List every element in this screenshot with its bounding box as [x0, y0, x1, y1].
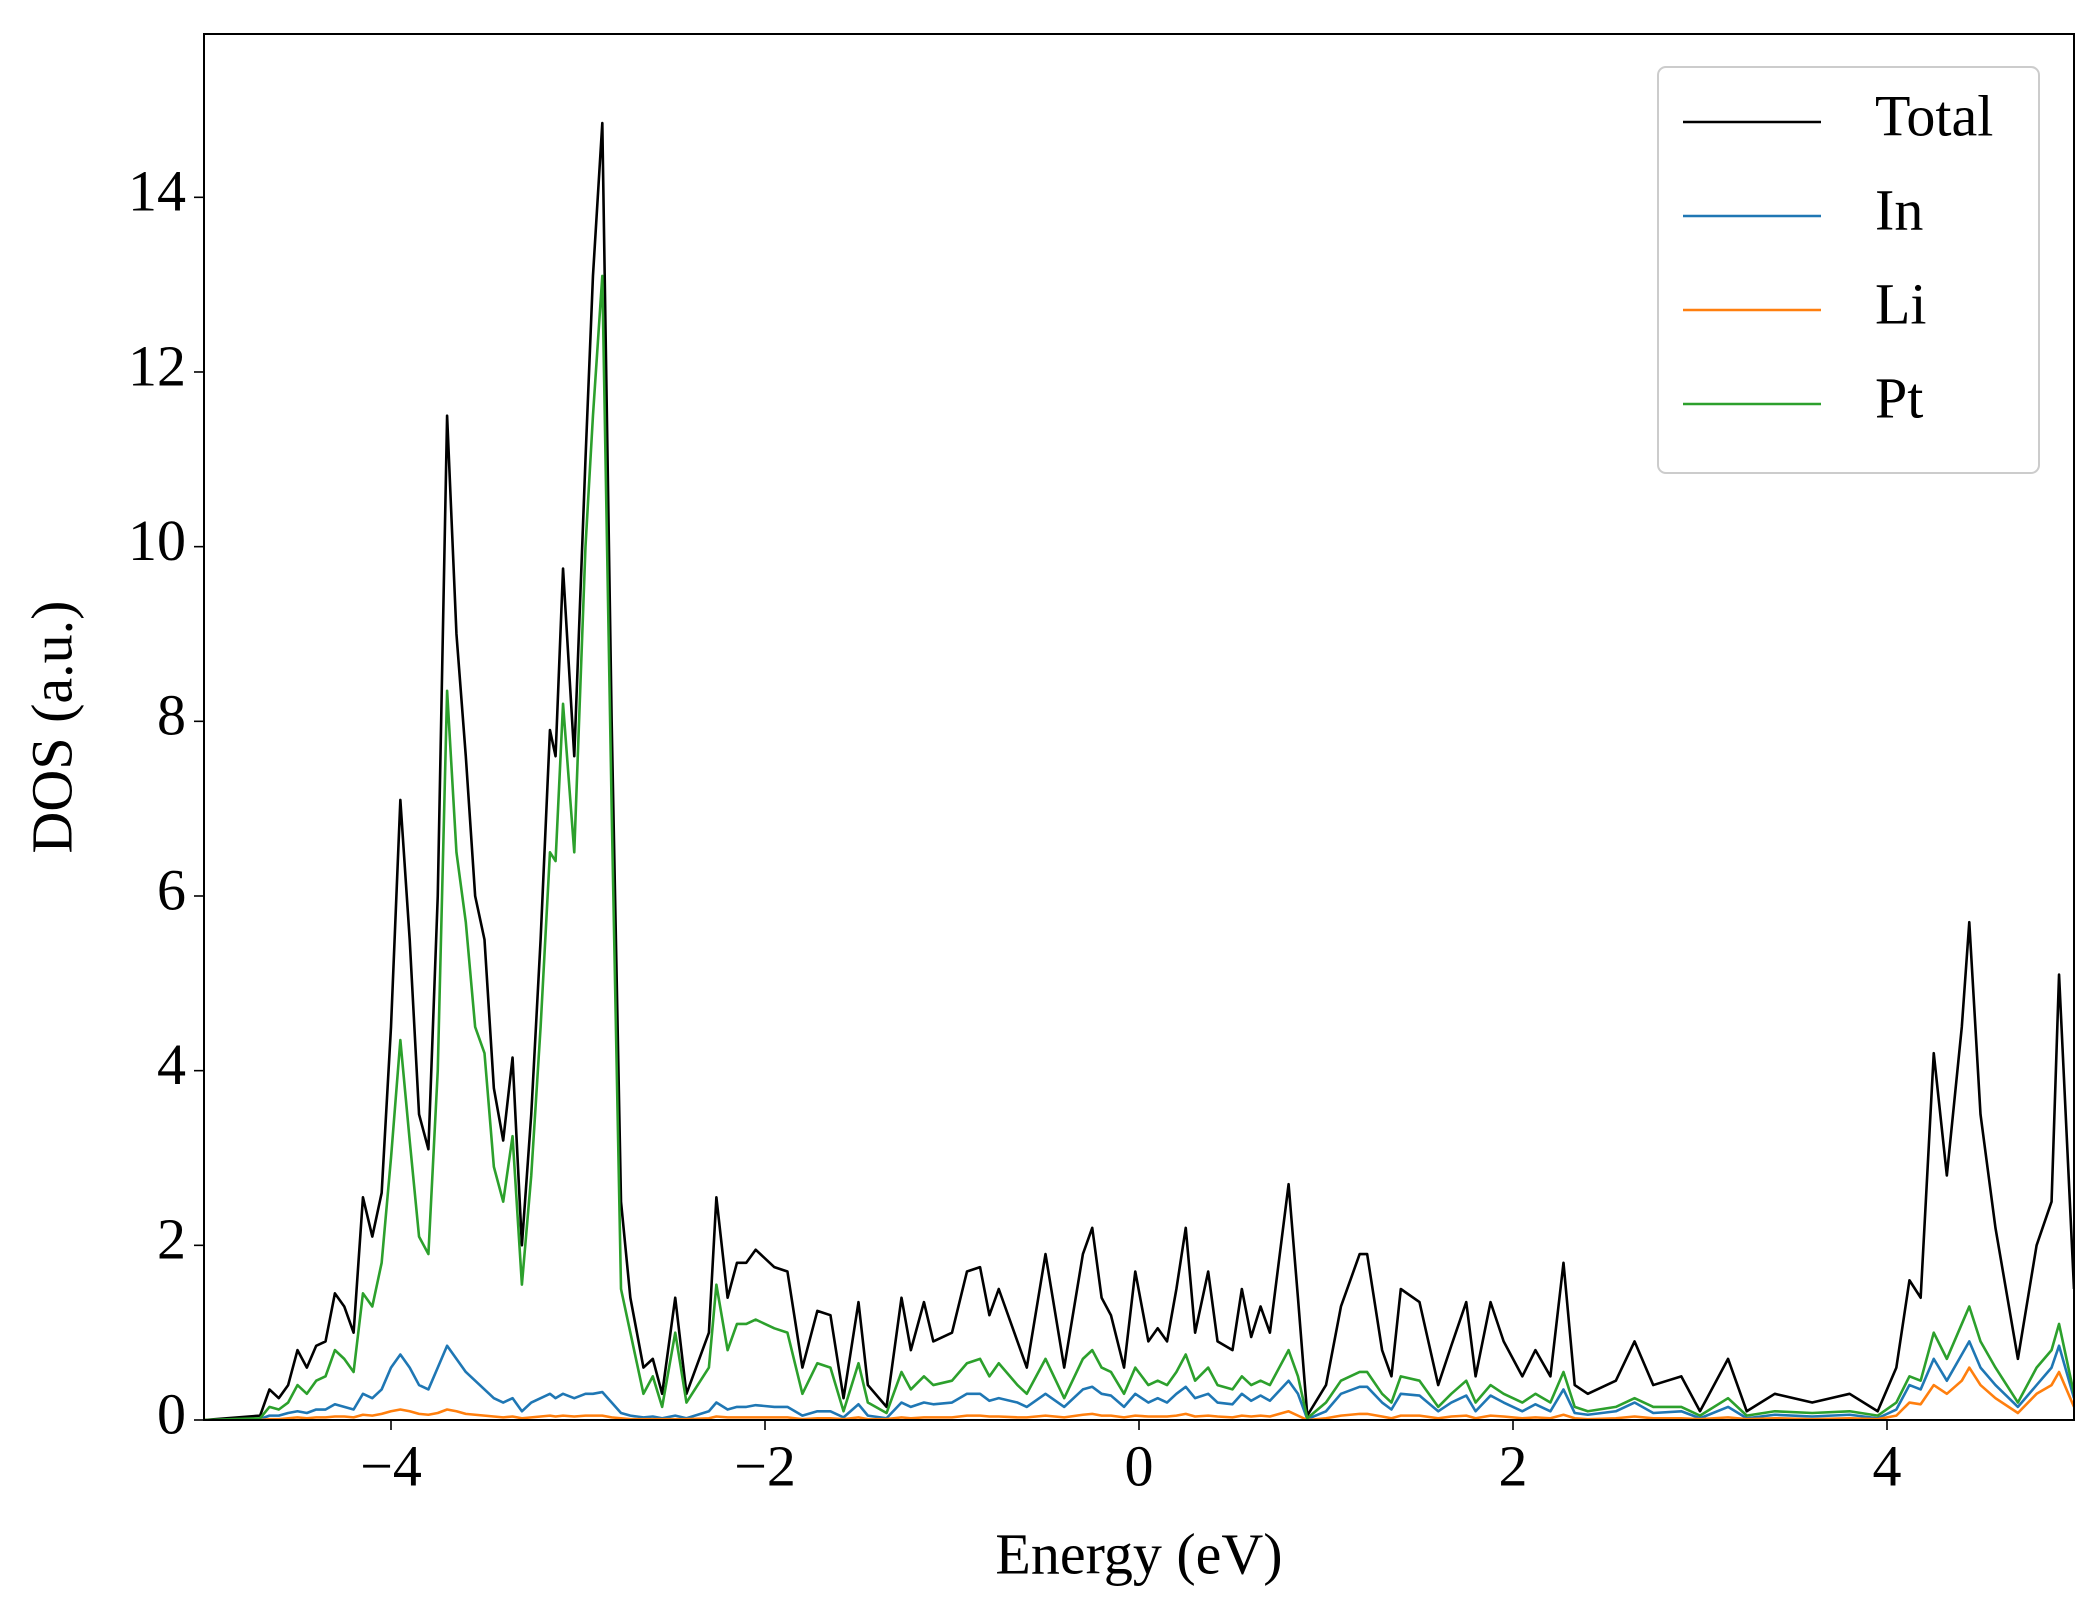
y-tick-label: 14 — [128, 159, 186, 224]
plot-frame — [203, 33, 2075, 1421]
y-axis-label: DOS (a.u.) — [19, 601, 84, 854]
x-tick-label: 0 — [1125, 1433, 1154, 1498]
legend-label: Total — [1875, 83, 1993, 148]
y-tick-label: 0 — [157, 1381, 186, 1446]
series-line — [204, 1366, 2074, 1420]
plot-area — [204, 121, 2074, 1420]
legend-label: Li — [1875, 271, 1927, 336]
y-tick-label: 2 — [157, 1207, 186, 1272]
y-tick-label: 4 — [157, 1032, 186, 1097]
legend-box — [1657, 66, 2040, 474]
x-tick-label: −4 — [360, 1433, 422, 1498]
legend-label: In — [1875, 177, 1923, 242]
legend-label: Pt — [1875, 365, 1923, 430]
y-tick-label: 12 — [128, 333, 186, 398]
x-tick-label: 4 — [1873, 1433, 1902, 1498]
x-tick-label: −2 — [734, 1433, 796, 1498]
y-tick-label: 8 — [157, 683, 186, 748]
x-tick-label: 2 — [1499, 1433, 1528, 1498]
series-line — [204, 274, 2074, 1420]
series-line — [204, 1340, 2074, 1420]
series-line — [204, 121, 2074, 1420]
x-axis-label: Energy (eV) — [995, 1521, 1282, 1586]
y-tick-label: 10 — [128, 508, 186, 573]
y-tick-label: 6 — [157, 857, 186, 922]
